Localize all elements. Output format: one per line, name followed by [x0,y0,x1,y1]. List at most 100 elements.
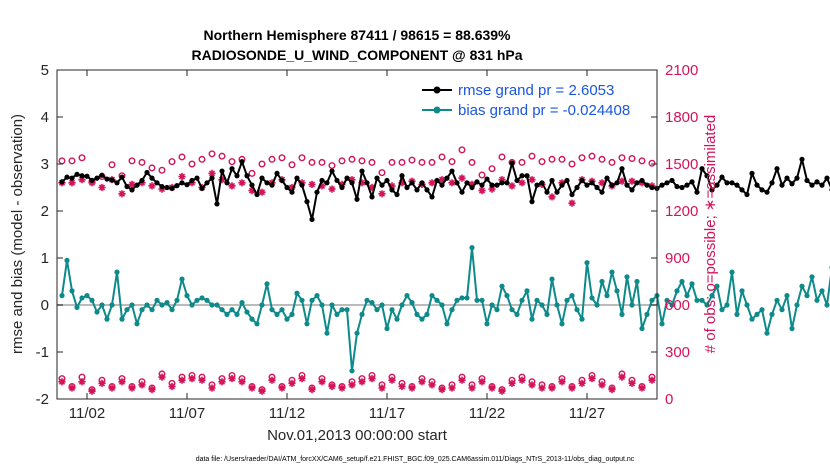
bias-point [344,307,350,313]
obs-possible-point [528,152,536,160]
bias-point [229,307,235,313]
bias-point [719,307,725,313]
bias-point [384,325,390,332]
bias-point [174,297,180,303]
bias-point [799,283,805,289]
obs-possible-point [428,158,436,166]
rmse-point [794,175,800,181]
bias-point [479,297,485,303]
rmse-point [194,175,200,181]
obs-possible-point [228,158,236,166]
bias-point [439,302,445,308]
bias-point [94,309,100,315]
rmse-point [274,170,280,176]
bias-point [194,297,200,303]
obs-possible-point [648,159,656,167]
bias-point [219,307,225,313]
bias-point [664,297,670,303]
obs-possible-point [108,161,116,169]
obs-assimilated-point [548,193,556,201]
rmse-point [744,191,750,198]
bias-point [264,281,270,287]
obs-assimilated-point [78,176,86,184]
rmse-point [414,187,420,193]
obs-assimilated-point [618,373,626,381]
obs-assimilated-point [528,176,536,184]
bias-point [329,302,335,308]
rmse-point [589,180,595,186]
bias-point [444,321,450,327]
rmse-point [84,173,90,179]
obs-assimilated-point [278,384,286,392]
bias-point [144,302,150,308]
obs-assimilated-point [138,381,146,389]
obs-assimilated-point [168,382,176,391]
rmse-point [174,183,180,189]
rmse-point [539,180,545,186]
bias-point [249,316,255,322]
obs-possible-point [198,155,206,163]
rmse-point [784,175,790,181]
obs-assimilated-point [468,384,476,392]
rmse-point [119,174,125,180]
rmse-point [674,183,680,190]
rmse-point [789,181,795,187]
obs-assimilated-point [548,384,556,392]
bias-point [454,297,460,303]
bias-point [794,302,800,308]
bias-point [649,297,655,303]
rmse-point [694,189,700,195]
obs-possible-point [128,157,136,165]
obs-assimilated-point [628,177,636,185]
obs-assimilated-point [408,384,416,392]
obs-possible-point [168,158,176,166]
obs-possible-point [398,158,406,166]
rmse-point [204,180,210,186]
bias-point [279,307,285,313]
rmse-point [759,187,765,193]
plot-frame [56,69,658,400]
obs-assimilated-point [308,386,316,394]
obs-possible-point [468,158,476,166]
bias-point [819,288,825,294]
bias-point [469,245,475,251]
obs-assimilated-point [148,386,156,394]
obs-possible-point [308,158,316,166]
bias-point [699,297,705,303]
rmse-point [544,189,550,195]
rmse-point [584,182,590,188]
rmse-point [249,182,255,188]
obs-assimilated-point [488,185,496,193]
rmse-point [704,173,710,179]
rmse-point [104,176,110,182]
rmse-point [279,177,285,184]
obs-assimilated-point [518,376,526,384]
legend: rmse grand pr = 2.6053 bias grand pr = -… [422,82,630,119]
obs-assimilated-point [458,174,466,182]
bias-point [69,288,75,294]
rmse-point [94,175,100,181]
rmse-point [134,182,140,188]
x-tick-label: 11/02 [69,405,105,422]
x-tick-label: 11/07 [169,405,205,422]
bias-point [339,307,345,313]
bias-point [789,325,795,332]
obs-assimilated-point [288,379,296,387]
obs-assimilated-point [78,378,86,386]
bias-point [179,276,185,282]
rmse-point [59,179,65,185]
obs-assimilated-point [318,378,326,386]
bias-point [389,307,395,313]
obs-assimilated-point [578,379,586,387]
obs-assimilated-point [68,384,76,392]
rmse-point [579,177,585,184]
rmse-point [519,173,525,179]
obs-assimilated-point [98,183,106,192]
bias-point [414,311,420,317]
rmse-point [799,156,805,162]
bias-point [159,302,165,308]
bias-point [604,293,610,299]
obs-possible-point [68,157,76,165]
legend-rmse-label: rmse grand pr = 2.6053 [458,82,614,99]
x-tick-label: 11/12 [269,405,305,422]
